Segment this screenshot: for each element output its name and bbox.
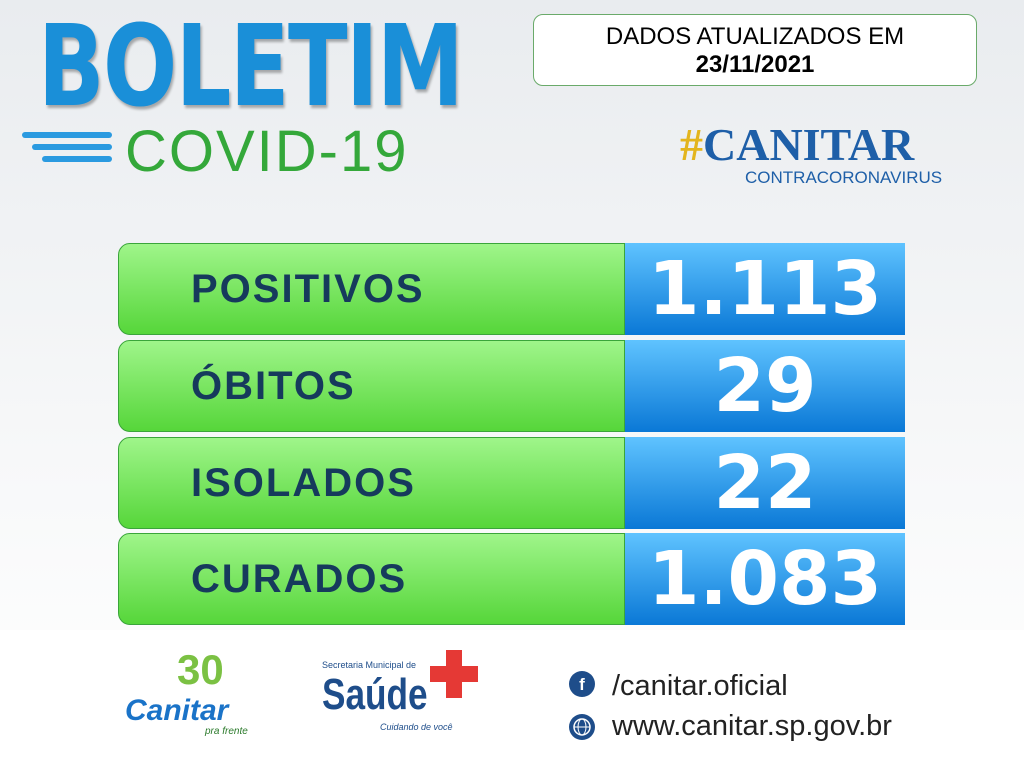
logo-tagline: pra frente [205,726,248,737]
row: POSITIVOS 1.113 [118,243,905,335]
decor [22,132,122,162]
hashtag: #CANITAR [680,119,915,170]
row: CURADOS 1.083 [118,533,905,625]
row: ISOLADOS 22 [118,437,905,529]
row-value: 1.083 [625,533,905,625]
update-box: DADOS ATUALIZADOS EM 23/11/2021 [533,14,977,86]
title: BOLETIM [38,2,464,132]
logo2-tagline: Cuidando de você [380,722,453,732]
website-link[interactable]: www.canitar.sp.gov.br [612,710,892,742]
logo2-top: Secretaria Municipal de [322,660,417,670]
facebook-link[interactable]: /canitar.oficial [612,670,788,702]
logo-name: Canitar [125,694,229,727]
update-label: DADOS ATUALIZADOS EM [605,23,905,50]
footer: 30 Canitar pra frente Secretaria Municip… [0,630,1024,759]
subtitle: COVID-19 [125,119,409,184]
row-label: ÓBITOS [118,340,625,432]
row-label: POSITIVOS [118,243,625,335]
row-label: CURADOS [118,533,625,625]
hash-symbol: # [680,119,703,170]
logo-saude: Secretaria Municipal de Saúde Cuidando d… [322,650,482,750]
row-label: ISOLADOS [118,437,625,529]
row: ÓBITOS 29 [118,340,905,432]
row-value: 1.113 [625,243,905,335]
web-icon [569,714,595,740]
logo-number: 30 [177,646,224,693]
cross-icon [430,650,478,698]
row-value: 29 [625,340,905,432]
row-value: 22 [625,437,905,529]
facebook-icon: f [569,671,595,697]
logo-canitar: 30 Canitar pra frente [95,646,265,737]
update-date: 23/11/2021 [695,51,815,78]
logo2-name: Saúde [322,670,428,719]
svg-text:f: f [579,675,585,694]
hashtag-sub: CONTRACORONAVIRUS [745,168,943,187]
